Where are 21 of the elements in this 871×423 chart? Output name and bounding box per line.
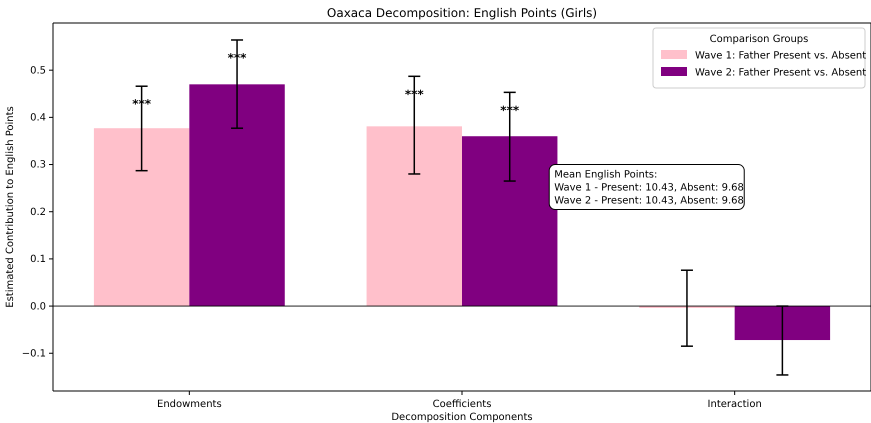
y-tick-label: 0.5 xyxy=(30,65,46,76)
y-axis-title: Estimated Contribution to English Points xyxy=(5,106,16,308)
y-tick-label: 0.4 xyxy=(30,112,46,124)
legend-title: Comparison Groups xyxy=(710,34,808,45)
chart-title: Oaxaca Decomposition: English Points (Girls) xyxy=(326,6,598,20)
bar xyxy=(366,126,462,306)
x-tick-label: Coefficients xyxy=(432,399,492,410)
x-tick-label: Endowments xyxy=(156,399,222,410)
y-tick-label: 0.2 xyxy=(30,206,46,218)
legend-label: Wave 2: Father Present vs. Absent xyxy=(695,68,866,78)
y-tick-label: 0.3 xyxy=(30,160,46,171)
x-axis-title: Decomposition Components xyxy=(391,412,533,423)
bar xyxy=(734,306,830,340)
y-tick-label: −0.1 xyxy=(22,348,46,360)
bar xyxy=(189,84,285,306)
y-tick-label: 0.0 xyxy=(30,301,46,312)
legend-label: Wave 1: Father Present vs. Absent xyxy=(695,50,866,62)
annotation: Mean English Points: Wave 1 - Present: 10.43, Absent: 9.68 Wave 2 - Present: 10.43, Absent: 9.68 xyxy=(554,170,744,207)
bar xyxy=(94,128,190,306)
x-tick-label: Interaction xyxy=(708,399,762,410)
y-tick-label: 0.1 xyxy=(30,254,46,266)
